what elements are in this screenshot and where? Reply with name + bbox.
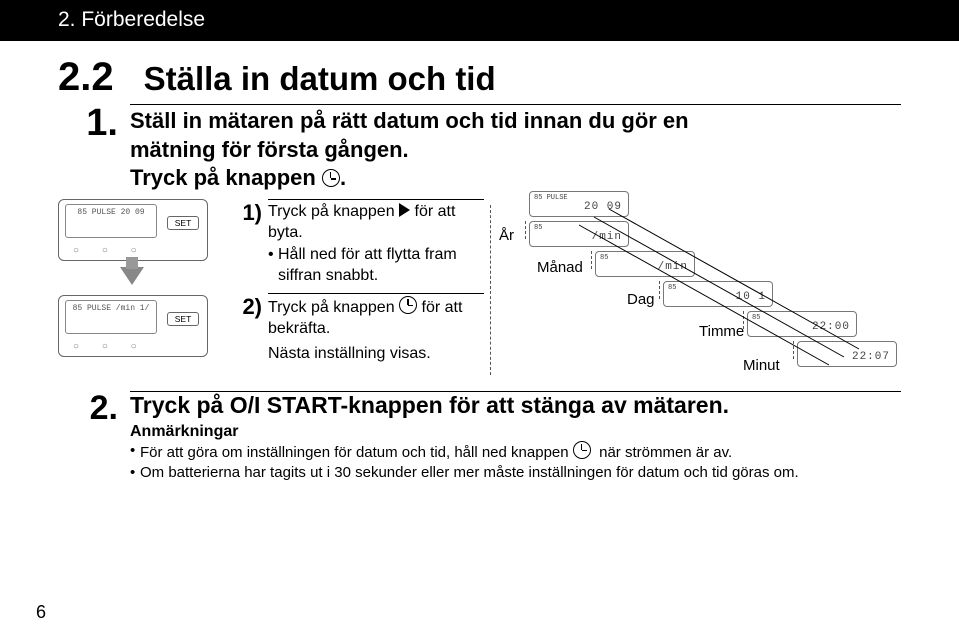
device-dots-2: ○ ○ ○ xyxy=(73,341,147,352)
s2-text-c: Nästa inställning visas. xyxy=(268,344,484,365)
s1-text-a: Tryck på knappen xyxy=(268,203,395,220)
divider-short-4 xyxy=(743,311,744,329)
substeps: 1) Tryck på knappen för att byta. Håll n… xyxy=(234,199,484,385)
page-content: 2.2 Ställa in datum och tid 1. Ställ in … xyxy=(0,41,959,483)
lcd-hour: 85 22:00 xyxy=(747,311,857,337)
step1-line1: Ställ in mätaren på rätt datum och tid i… xyxy=(130,108,689,133)
device-bottom: 85 PULSE /min 1/ SET ○ ○ ○ xyxy=(58,295,208,357)
substep-1-num: 1) xyxy=(234,199,262,287)
lcd-year-dig: /min xyxy=(592,231,622,243)
play-icon xyxy=(399,203,410,217)
page-number: 6 xyxy=(36,602,46,623)
lcd-minute: 22:07 xyxy=(797,341,897,367)
lcd-year: 85 /min xyxy=(529,221,629,247)
set-button-label-2: SET xyxy=(167,312,199,326)
lcd-year-tiny: 85 xyxy=(534,224,542,232)
substep-2: 2) Tryck på knappen för att bekräfta. Nä… xyxy=(234,293,484,364)
device-dots: ○ ○ ○ xyxy=(73,245,147,256)
arrow-down-icon xyxy=(120,267,144,285)
lcd-top-dig: 20 09 xyxy=(584,201,622,213)
label-minute: Minut xyxy=(743,357,780,374)
divider-short-2 xyxy=(591,251,592,269)
lcd-day-tiny: 85 xyxy=(668,284,676,292)
step-2-body: Tryck på O/I START-knappen för att stäng… xyxy=(130,391,901,484)
device-top: 85 PULSE 20 09 SET ○ ○ ○ xyxy=(58,199,208,261)
step-1-number: 1. xyxy=(58,104,118,193)
step-2: 2. Tryck på O/I START-knappen för att st… xyxy=(58,391,901,484)
lcd-cascade: År Månad Dag Timme Minut 85 PULSE 20 09 … xyxy=(499,199,901,385)
step1-line2: mätning för första gången. xyxy=(130,137,409,162)
device-bottom-screen: 85 PULSE /min 1/ xyxy=(65,300,157,334)
s2-text-a: Tryck på knappen xyxy=(268,299,395,316)
step-2-number: 2. xyxy=(58,391,118,484)
label-month: Månad xyxy=(537,259,583,276)
step1-line3a: Tryck på knappen xyxy=(130,165,316,190)
label-day: Dag xyxy=(627,291,655,308)
divider-short-3 xyxy=(659,281,660,299)
section-heading-row: 2.2 Ställa in datum och tid xyxy=(58,55,901,100)
lcd-month-dig: /min xyxy=(658,261,688,273)
lcd-top: 85 PULSE 20 09 xyxy=(529,191,629,217)
device-illustrations: 85 PULSE 20 09 SET ○ ○ ○ 85 PULSE /min 1… xyxy=(58,199,234,385)
lcd-top-tiny: 85 PULSE xyxy=(534,194,568,202)
note1-a: För att göra om inställningen för datum … xyxy=(140,444,569,461)
lcd-minute-dig: 22:07 xyxy=(852,351,890,363)
substep-1: 1) Tryck på knappen för att byta. Håll n… xyxy=(234,199,484,287)
substep-2-num: 2) xyxy=(234,293,262,364)
step-1: 1. Ställ in mätaren på rätt datum och ti… xyxy=(58,104,901,193)
banner-title: 2. Förberedelse xyxy=(58,8,205,31)
lcd-day: 85 10 1 xyxy=(663,281,773,307)
divider-short-5 xyxy=(793,341,794,359)
device-top-screen: 85 PULSE 20 09 xyxy=(65,204,157,238)
lcd-hour-tiny: 85 xyxy=(752,314,760,322)
lcd-hour-dig: 22:00 xyxy=(812,321,850,333)
notes-heading: Anmärkningar xyxy=(130,423,901,441)
set-button-label: SET xyxy=(167,216,199,230)
step1-line3b: . xyxy=(340,165,346,190)
step-1-text: Ställ in mätaren på rätt datum och tid i… xyxy=(130,104,901,193)
note1-b: när strömmen är av. xyxy=(599,444,732,461)
lcd-month: 85 /min xyxy=(595,251,695,277)
lcd-day-dig: 10 1 xyxy=(736,291,766,303)
section-number: 2.2 xyxy=(58,55,114,100)
substep-2-body: Tryck på knappen för att bekräfta. Nästa… xyxy=(268,293,484,364)
divider-short xyxy=(525,221,526,239)
lcd-month-tiny: 85 xyxy=(600,254,608,262)
vertical-divider xyxy=(490,205,491,375)
clock-icon xyxy=(573,441,591,459)
note-2: Om batterierna har tagits ut i 30 sekund… xyxy=(130,463,901,483)
s1-bullet: Håll ned för att flytta fram siffran sna… xyxy=(268,245,484,287)
substep-1-body: Tryck på knappen för att byta. Håll ned … xyxy=(268,199,484,287)
clock-icon xyxy=(322,169,340,187)
step-2-title: Tryck på O/I START-knappen för att stäng… xyxy=(130,392,901,419)
label-hour: Timme xyxy=(699,323,744,340)
section-banner: 2. Förberedelse xyxy=(0,0,959,41)
clock-icon xyxy=(399,296,417,314)
section-title: Ställa in datum och tid xyxy=(144,60,496,98)
middle-row: 85 PULSE 20 09 SET ○ ○ ○ 85 PULSE /min 1… xyxy=(58,199,901,385)
note-1: För att göra om inställningen för datum … xyxy=(130,441,901,463)
label-year: År xyxy=(499,227,514,244)
